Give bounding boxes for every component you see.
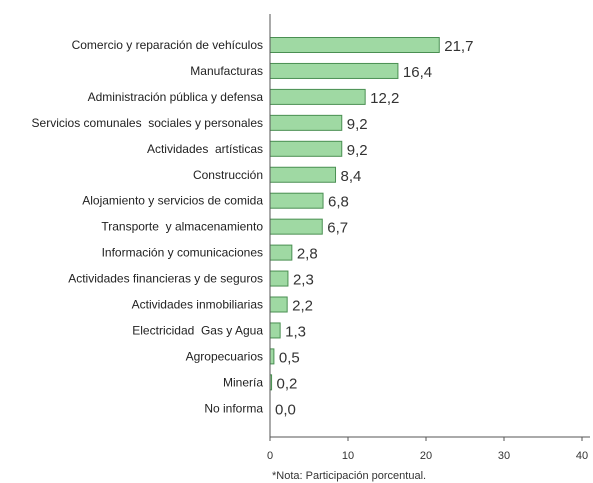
bar: [269, 88, 366, 105]
category-label: Construcción: [193, 168, 263, 182]
value-label: 0,0: [275, 401, 296, 418]
bar: [269, 140, 343, 157]
bar: [269, 244, 293, 261]
x-tick-label: 10: [342, 450, 354, 462]
x-tick-label: 30: [498, 450, 510, 462]
category-labels: Comercio y reparación de vehículos Manufa…: [32, 38, 264, 415]
value-label: 1,3: [285, 323, 306, 340]
category-label: Actividades inmobiliarias: [132, 298, 263, 312]
value-label: 0,2: [277, 375, 298, 392]
bar: [269, 322, 281, 339]
value-label: 2,2: [292, 298, 313, 315]
bar: [269, 192, 324, 209]
x-tick-label: 40: [576, 450, 588, 462]
bar: [269, 218, 323, 235]
value-labels: 21,716,412,29,29,28,46,86,72,82,32,21,30…: [275, 38, 473, 418]
value-label: 6,8: [328, 194, 349, 211]
category-label: Comercio y reparación de vehículos: [72, 38, 263, 52]
value-label: 6,7: [327, 220, 348, 237]
value-label: 8,4: [341, 168, 362, 185]
value-label: 9,2: [347, 142, 368, 159]
category-label: Agropecuarios: [186, 349, 263, 363]
value-label: 12,2: [370, 90, 399, 107]
bar: [269, 348, 275, 365]
bar: [269, 114, 343, 131]
category-label: Alojamiento y servicios de comida: [82, 194, 263, 208]
category-label: Transporte y almacenamiento: [101, 220, 263, 234]
bar: [269, 166, 337, 183]
bar: [269, 270, 289, 287]
category-label: Actividades artísticas: [147, 142, 263, 156]
x-tick-label: 20: [420, 450, 432, 462]
value-label: 0,5: [279, 349, 300, 366]
category-label: Actividades financieras y de seguros: [68, 272, 263, 286]
chart-note: *Nota: Participación porcentual.: [272, 470, 426, 482]
bar: [269, 296, 288, 313]
bar: [269, 37, 440, 53]
category-label: No informa: [204, 401, 263, 415]
bar: [269, 62, 399, 79]
value-label: 9,2: [347, 116, 368, 133]
category-label: Minería: [223, 375, 263, 389]
value-label: 21,7: [444, 38, 473, 55]
category-label: Información y comunicaciones: [102, 246, 263, 260]
value-label: 16,4: [403, 64, 432, 81]
x-tick-label: 0: [267, 450, 273, 462]
category-label: Manufacturas: [190, 64, 263, 78]
category-label: Administración pública y defensa: [88, 90, 264, 104]
value-label: 2,3: [293, 272, 314, 289]
category-label: Servicios comunales sociales y personale…: [32, 116, 263, 130]
value-label: 2,8: [297, 246, 318, 263]
category-label: Electricidad Gas y Agua: [132, 323, 263, 337]
x-axis-ticks: 0 10 20 30 40: [267, 437, 588, 462]
